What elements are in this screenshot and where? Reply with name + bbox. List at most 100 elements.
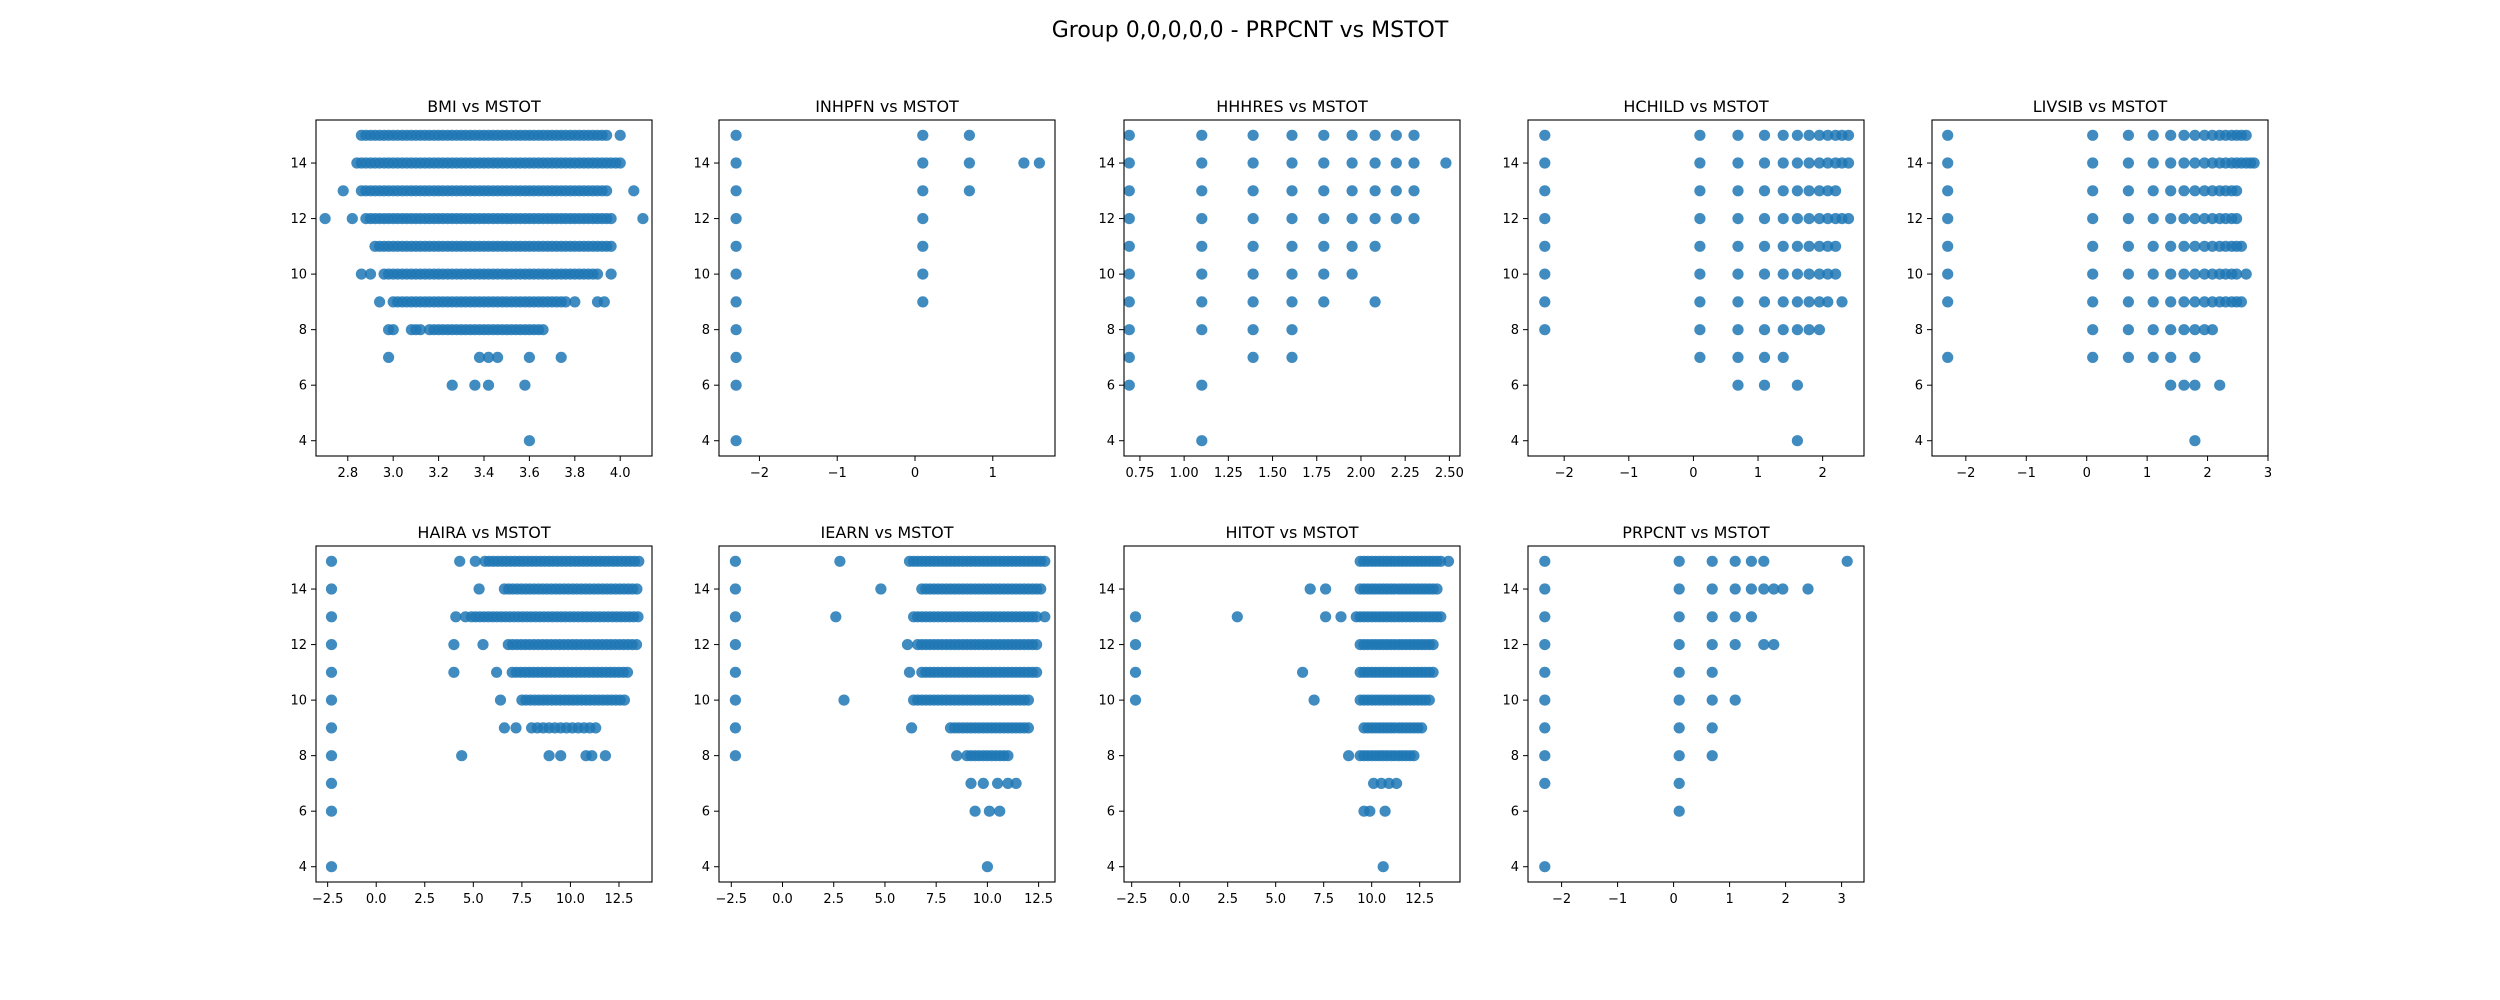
data-point bbox=[1247, 240, 1259, 252]
data-point bbox=[1791, 185, 1803, 197]
y-tick-label: 6 bbox=[702, 379, 710, 394]
data-point bbox=[1758, 129, 1771, 141]
data-point bbox=[1539, 157, 1551, 169]
data-point bbox=[730, 213, 742, 225]
data-point bbox=[2189, 129, 2201, 141]
data-point bbox=[2122, 213, 2134, 225]
data-point bbox=[2165, 129, 2177, 141]
data-point bbox=[2178, 324, 2190, 336]
data-point bbox=[1791, 324, 1803, 336]
data-point bbox=[1247, 351, 1259, 363]
data-point bbox=[1791, 213, 1803, 225]
scatter-points bbox=[1539, 555, 1853, 873]
data-point bbox=[454, 555, 466, 567]
data-point bbox=[1813, 213, 1825, 225]
data-point bbox=[1286, 185, 1298, 197]
data-point bbox=[1346, 213, 1358, 225]
data-point bbox=[1440, 157, 1452, 169]
data-point bbox=[1286, 240, 1298, 252]
data-point bbox=[1022, 694, 1034, 706]
data-point bbox=[1758, 240, 1771, 252]
data-point bbox=[992, 777, 1004, 790]
data-point bbox=[2122, 185, 2134, 197]
data-point bbox=[1416, 722, 1428, 734]
data-point bbox=[605, 240, 617, 252]
data-point bbox=[1346, 268, 1358, 280]
data-point bbox=[1390, 129, 1402, 141]
data-point bbox=[1777, 157, 1789, 169]
data-point bbox=[1673, 611, 1685, 623]
data-point bbox=[1335, 611, 1347, 623]
data-point bbox=[1777, 185, 1789, 197]
x-tick-label: −1 bbox=[2017, 466, 2036, 481]
data-point bbox=[1408, 129, 1420, 141]
data-point bbox=[1297, 666, 1309, 678]
data-point bbox=[519, 379, 531, 391]
data-point bbox=[1247, 213, 1259, 225]
data-point bbox=[1777, 268, 1789, 280]
y-tick-label: 6 bbox=[1915, 379, 1923, 394]
data-point bbox=[1129, 694, 1142, 706]
data-point bbox=[599, 750, 612, 762]
data-point bbox=[1673, 777, 1685, 790]
x-tick-label: 7.5 bbox=[926, 892, 947, 907]
data-point bbox=[325, 639, 338, 651]
data-point bbox=[1247, 324, 1259, 336]
x-tick-label: −2 bbox=[1956, 466, 1975, 481]
data-point bbox=[1318, 213, 1330, 225]
data-point bbox=[1539, 583, 1551, 595]
data-point bbox=[1758, 379, 1771, 391]
data-point bbox=[633, 555, 645, 567]
data-point bbox=[1346, 240, 1358, 252]
y-tick-label: 6 bbox=[299, 379, 307, 394]
data-point bbox=[917, 129, 929, 141]
data-point bbox=[346, 213, 358, 225]
y-tick-label: 14 bbox=[693, 157, 710, 172]
x-tick-label: 4.0 bbox=[610, 466, 631, 481]
data-point bbox=[917, 268, 929, 280]
x-tick-label: 5.0 bbox=[875, 892, 896, 907]
y-tick-label: 10 bbox=[1098, 694, 1115, 709]
data-point bbox=[1694, 157, 1706, 169]
data-point bbox=[1706, 583, 1718, 595]
data-point bbox=[1673, 722, 1685, 734]
y-tick-label: 4 bbox=[1107, 434, 1115, 449]
y-tick-label: 10 bbox=[1098, 268, 1115, 283]
data-point bbox=[1694, 213, 1706, 225]
data-point bbox=[1539, 750, 1551, 762]
scatter-points bbox=[325, 555, 645, 873]
data-point bbox=[2178, 157, 2190, 169]
data-point bbox=[1732, 324, 1744, 336]
x-tick-label: 5.0 bbox=[1265, 892, 1286, 907]
data-point bbox=[1364, 805, 1376, 817]
data-point bbox=[1320, 611, 1332, 623]
data-point bbox=[2248, 157, 2260, 169]
data-point bbox=[2235, 296, 2247, 308]
y-tick-label: 4 bbox=[299, 860, 307, 875]
data-point bbox=[1002, 750, 1014, 762]
data-point bbox=[473, 351, 486, 363]
data-point bbox=[325, 666, 338, 678]
data-point bbox=[1318, 240, 1330, 252]
y-tick-label: 8 bbox=[1107, 749, 1115, 764]
x-tick-label: 2.5 bbox=[1217, 892, 1238, 907]
x-tick-label: 10.0 bbox=[556, 892, 585, 907]
data-point bbox=[2122, 324, 2134, 336]
x-tick-label: 2.5 bbox=[823, 892, 844, 907]
data-point bbox=[729, 750, 742, 762]
data-point bbox=[1673, 583, 1685, 595]
axes-frame bbox=[1527, 119, 1865, 457]
y-tick-label: 8 bbox=[702, 749, 710, 764]
data-point bbox=[1196, 213, 1208, 225]
data-point bbox=[1706, 750, 1718, 762]
subplot-title: HHHRES vs MSTOT bbox=[1216, 97, 1368, 116]
data-point bbox=[730, 351, 742, 363]
y-tick-label: 14 bbox=[1098, 583, 1115, 598]
data-point bbox=[325, 694, 338, 706]
data-point bbox=[1320, 583, 1332, 595]
data-point bbox=[374, 296, 386, 308]
data-point bbox=[1732, 185, 1744, 197]
data-point bbox=[1813, 185, 1825, 197]
data-point bbox=[1842, 129, 1855, 141]
